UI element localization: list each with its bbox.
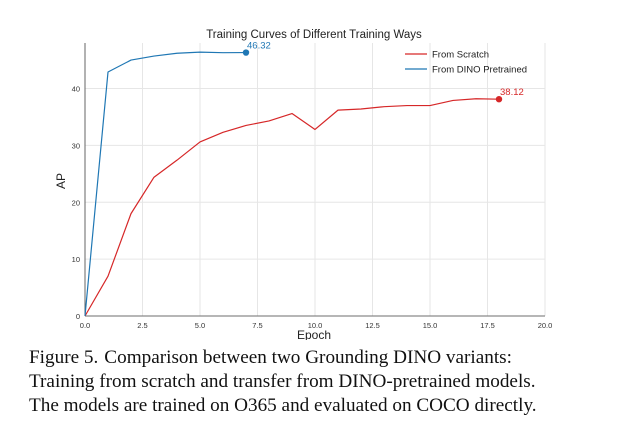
y-tick-label: 20 (72, 198, 80, 207)
x-tick-label: 20.0 (538, 321, 553, 330)
data-label-from-dino-pretrained: 46.32 (247, 41, 271, 52)
y-tick-label: 10 (72, 255, 80, 264)
data-label-from-scratch: 38.12 (500, 87, 524, 98)
series-line-from-scratch (84, 98, 500, 317)
end-point-from-dino-pretrained (242, 49, 250, 56)
legend-label-from-dino-pretrained: From DINO Pretrained (432, 65, 527, 76)
x-tick-label: 17.5 (480, 321, 495, 330)
legend-label-from-scratch: From Scratch (432, 50, 489, 61)
x-tick-label: 2.5 (137, 321, 147, 330)
series-lines: 38.12 46.32 (84, 41, 524, 317)
caption-text-1: Comparison between two Grounding DINO va… (104, 347, 512, 368)
y-tick-label: 40 (72, 85, 80, 94)
figure-caption: Figure 5. Comparison between two Groundin… (29, 346, 599, 418)
x-tick-label: 0.0 (80, 321, 90, 330)
grid (84, 43, 546, 317)
x-tick-label: 7.5 (252, 321, 262, 330)
x-tick-label: 5.0 (195, 321, 205, 330)
y-tick-label: 0 (76, 312, 80, 321)
x-tick-label: 10.0 (308, 321, 323, 330)
x-tick-label: 12.5 (365, 321, 380, 330)
training-curves-chart: 0.0 2.5 5.0 7.5 10.0 12.5 15.0 17.5 20.0 0 10 20 30 4… (54, 29, 553, 340)
figure-label: Figure 5. (29, 347, 99, 368)
x-axis-label: Epoch (297, 328, 331, 340)
caption-line-3: The models are trained on O365 and evalu… (29, 395, 537, 416)
y-axis-label: AP (54, 173, 68, 189)
y-tick-label: 30 (72, 141, 80, 150)
series-line-from-dino-pretrained (84, 51, 247, 317)
x-tick-label: 15.0 (423, 321, 438, 330)
chart-title: Training Curves of Different Training Wa… (206, 29, 422, 41)
axes: 0.0 2.5 5.0 7.5 10.0 12.5 15.0 17.5 20.0 0 10 20 30 4… (72, 43, 553, 330)
caption-line-1: Figure 5. Comparison between two Groundin… (29, 346, 599, 370)
legend: From Scratch From DINO Pretrained (405, 50, 527, 76)
caption-line-2: Training from scratch and transfer from … (29, 371, 536, 392)
end-point-from-scratch (495, 95, 503, 103)
